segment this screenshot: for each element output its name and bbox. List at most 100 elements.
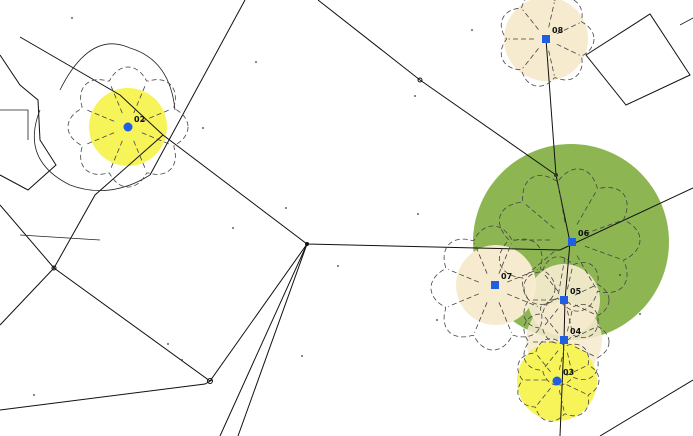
marker-08-square: [542, 35, 550, 43]
tree-marker-07[interactable]: 07: [491, 272, 512, 289]
marker-layer: 02 08 06 07 05 04 03: [123, 26, 590, 386]
marker-05-label: 05: [570, 287, 582, 296]
marker-04-square: [560, 336, 568, 344]
boundary-line: [19, 234, 101, 241]
marker-03-circle: [552, 376, 562, 386]
survey-point: [51, 265, 57, 271]
crown-outline-layer: [67, 0, 641, 422]
survey-point: [305, 242, 309, 246]
crown-05-spoke: [574, 304, 597, 316]
tree-marker-03[interactable]: 03: [552, 368, 575, 386]
survey-point: [554, 173, 558, 177]
crown-03-spoke: [558, 348, 565, 370]
crown-05-spoke: [567, 266, 573, 290]
crown-06-outline: [498, 168, 641, 312]
marker-02-circle: [123, 122, 133, 132]
crown-03-spoke: [558, 390, 565, 412]
crown-08-spoke: [522, 9, 539, 30]
canopy-layer: [89, 0, 669, 421]
survey-point: [207, 378, 213, 384]
crown-02-spoke: [141, 108, 172, 122]
crown-06-spoke: [576, 191, 597, 225]
crown-07-spoke: [448, 269, 479, 283]
tree-marker-04[interactable]: 04: [560, 327, 582, 344]
crown-05-spoke: [543, 308, 559, 328]
path-curve: [33, 109, 151, 191]
crown-08-spoke: [522, 48, 539, 69]
crown-08-spoke: [556, 22, 580, 35]
survey-dots: [33, 17, 641, 396]
crown-07-outline: [430, 225, 556, 351]
crown-07-spoke: [507, 293, 538, 307]
tree-marker-06[interactable]: 06: [568, 229, 590, 246]
crown-08-outline: [500, 0, 595, 87]
crown-05-spoke: [574, 284, 597, 296]
building-outline: [679, 17, 693, 26]
crown-02-spoke: [109, 140, 123, 171]
crown-04-spoke: [543, 350, 559, 370]
crown-02-spoke: [84, 132, 115, 146]
crown-06-spoke: [524, 203, 555, 229]
crown-07-spoke: [498, 243, 512, 274]
crown-04-spoke: [567, 308, 573, 332]
crown-08-spoke: [556, 43, 580, 56]
crown-05-spoke: [567, 310, 573, 334]
crown-07-spoke: [507, 269, 538, 283]
boundary-line: [0, 379, 213, 411]
tree-marker-05[interactable]: 05: [560, 287, 582, 304]
building-outline: [0, 54, 57, 191]
crown-02-outline: [67, 66, 189, 188]
crown-06-spoke: [576, 255, 597, 289]
survey-point: [417, 77, 423, 83]
crown-02-spoke: [133, 140, 147, 171]
crown-06-spoke: [557, 257, 566, 296]
crown-02-spoke: [133, 83, 147, 114]
crown-05-spoke: [543, 272, 559, 292]
boundary-line: [219, 243, 308, 436]
tree-marker-02[interactable]: 02: [123, 115, 146, 132]
crown-06-spoke: [584, 220, 621, 235]
crown-02-spoke: [109, 83, 123, 114]
boundary-line: [317, 0, 557, 176]
crown-03-spoke: [566, 365, 587, 376]
path-curve: [59, 43, 176, 111]
marker-08-label: 08: [552, 26, 564, 35]
crown-06-spoke: [524, 251, 555, 277]
crown-04-spoke: [567, 352, 573, 376]
crown-06-spoke: [557, 184, 566, 223]
crown-08-spoke: [548, 2, 555, 28]
marker-07-square: [491, 281, 499, 289]
boundary-line: [0, 267, 55, 326]
crown-08-spoke: [548, 50, 555, 76]
tree-marker-08[interactable]: 08: [542, 26, 564, 43]
crown-03-spoke: [536, 354, 551, 373]
crown-04-spoke: [574, 346, 597, 358]
marker-05-square: [560, 296, 568, 304]
crown-03-spoke: [566, 384, 587, 395]
crown-07-spoke: [474, 302, 488, 333]
boundary-line: [53, 134, 164, 269]
crown-03-spoke: [536, 387, 551, 406]
crown-07-spoke: [448, 293, 479, 307]
crown-06-spoke: [584, 245, 621, 260]
crown-02-spoke: [84, 108, 115, 122]
marker-04-label: 04: [570, 327, 582, 336]
boundary-line: [0, 204, 308, 382]
boundary-line: [545, 38, 571, 436]
boundary-line: [599, 379, 693, 436]
building-outline: [0, 109, 29, 140]
marker-07-label: 07: [501, 272, 512, 281]
building-outline: [585, 13, 691, 106]
crown-07-spoke: [474, 243, 488, 274]
crown-04-spoke: [574, 326, 597, 338]
crown-02-spoke: [141, 132, 172, 146]
marker-03-label: 03: [563, 368, 574, 377]
marker-06-square: [568, 238, 576, 246]
marker-02-label: 02: [134, 115, 145, 124]
marker-06-label: 06: [578, 229, 590, 238]
boundary-line: [19, 36, 693, 251]
boundary-line: [237, 243, 308, 436]
